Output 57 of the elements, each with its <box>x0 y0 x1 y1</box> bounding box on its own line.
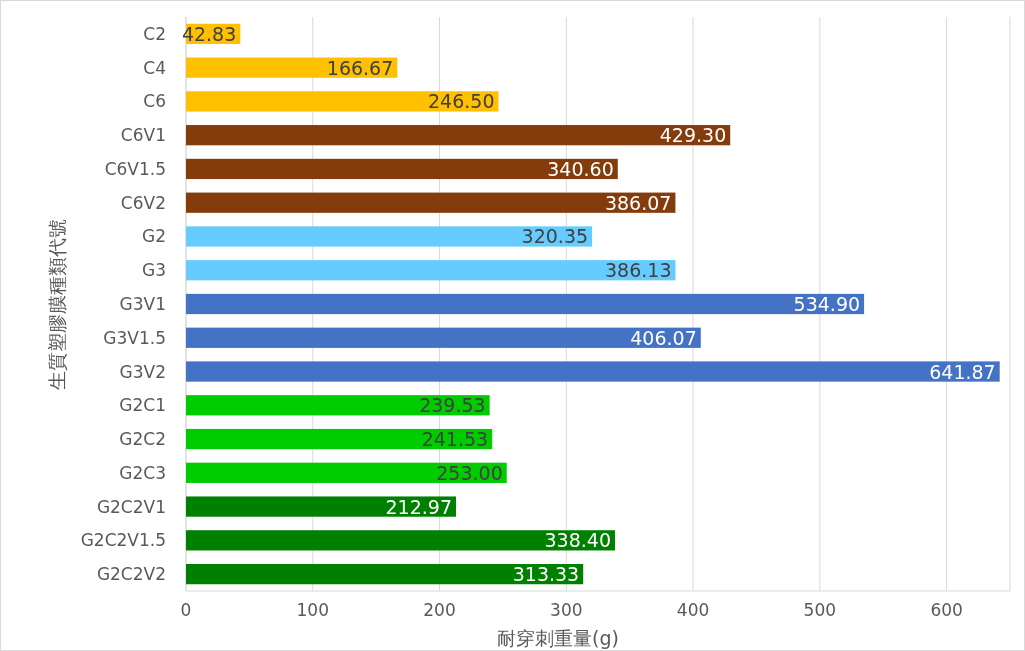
y-tick-label: G3 <box>142 260 166 281</box>
bar <box>186 158 618 180</box>
y-tick-label: G2C1 <box>119 395 166 416</box>
bar <box>186 462 507 483</box>
x-tick-label: 500 <box>803 600 837 620</box>
x-tick-label: 300 <box>550 600 583 620</box>
y-tick-label: G2C2V1.5 <box>80 530 166 551</box>
y-axis-title: 生質塑膠膜種類代號 <box>46 218 68 390</box>
y-tick-label: C6V1 <box>120 125 166 146</box>
data-label: 241.53 <box>421 428 489 451</box>
bar <box>186 260 676 281</box>
bar <box>186 428 493 450</box>
data-label: 386.13 <box>605 259 672 282</box>
bar <box>186 327 701 348</box>
y-tick-label: G2 <box>142 226 166 247</box>
y-tick-label: G2C2V2 <box>96 564 166 585</box>
y-tick-label: G3V1.5 <box>103 327 166 348</box>
data-label: 386.07 <box>604 191 672 214</box>
data-label: 338.40 <box>544 529 611 552</box>
bar <box>186 496 456 517</box>
data-label: 212.97 <box>385 495 452 518</box>
data-label: 246.50 <box>428 90 495 113</box>
data-label: 406.07 <box>630 326 697 349</box>
y-tick-label: C6V1.5 <box>104 158 166 179</box>
data-label: 253.00 <box>436 461 503 484</box>
data-label: 320.35 <box>521 225 589 248</box>
bar <box>186 192 676 213</box>
x-tick-label: 400 <box>676 600 710 620</box>
y-tick-label: C4 <box>143 57 166 78</box>
y-tick-label: C6 <box>143 91 166 112</box>
data-label: 239.53 <box>419 394 486 417</box>
bar <box>186 293 865 315</box>
y-tick-label: C6V2 <box>120 192 166 213</box>
y-tick-label: C2 <box>143 23 166 44</box>
data-label: 313.33 <box>512 563 580 586</box>
y-tick-label: G3V2 <box>119 361 166 382</box>
data-label: 534.90 <box>793 293 861 315</box>
y-tick-label: G2C3 <box>119 462 166 483</box>
bar <box>186 91 499 112</box>
x-tick-label: 0 <box>180 600 192 620</box>
bar <box>186 125 731 146</box>
bar <box>186 226 593 247</box>
data-label: 166.67 <box>326 56 394 79</box>
y-tick-label: G2C2 <box>119 429 166 450</box>
data-label: 429.30 <box>659 124 727 147</box>
bar <box>186 563 584 585</box>
data-label: 340.60 <box>547 157 614 180</box>
bar <box>186 361 1000 382</box>
x-tick-label: 200 <box>423 600 456 620</box>
data-label: 641.87 <box>929 360 996 383</box>
x-tick-label: 600 <box>930 600 963 620</box>
bar <box>186 395 490 416</box>
x-axis-title: 耐穿刺重量(g) <box>497 627 619 649</box>
y-tick-label: G2C2V1 <box>96 496 166 517</box>
bar <box>186 530 615 551</box>
y-tick-label: G3V1 <box>119 294 166 314</box>
x-tick-label: 100 <box>296 600 329 620</box>
